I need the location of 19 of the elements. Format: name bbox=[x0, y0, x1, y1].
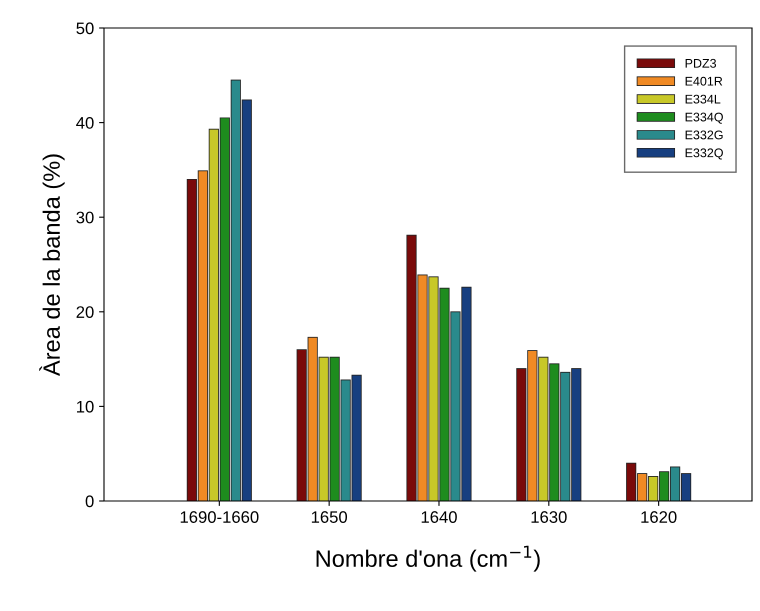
x-tick-label: 1650 bbox=[312, 511, 348, 523]
y-tick-label: 20 bbox=[76, 306, 94, 318]
legend-label: E332G bbox=[686, 130, 723, 140]
y-tick-label: 30 bbox=[76, 212, 94, 224]
y-tick-label: 10 bbox=[77, 400, 94, 413]
y-axis-title: Àrea de la banda (%) bbox=[39, 154, 65, 376]
y-tick-label: 0 bbox=[86, 495, 94, 508]
x-axis-title: Nombre d'ona (cm$^{−1}$) bbox=[316, 546, 540, 572]
x-tick-label: 1630 bbox=[532, 511, 567, 523]
y-tick-label: 50 bbox=[76, 22, 94, 34]
legend-label: E334L bbox=[686, 94, 720, 104]
legend-label: E334Q bbox=[686, 112, 723, 124]
legend-label: E332Q bbox=[686, 148, 723, 160]
x-tick-label: 1690-1660 bbox=[180, 511, 259, 523]
x-tick-label: 1620 bbox=[641, 511, 677, 523]
legend-label: PDZ3 bbox=[686, 58, 716, 68]
legend-label: E401R bbox=[686, 76, 722, 86]
y-tick-label: 40 bbox=[76, 117, 94, 129]
x-tick-label: 1640 bbox=[422, 511, 457, 523]
